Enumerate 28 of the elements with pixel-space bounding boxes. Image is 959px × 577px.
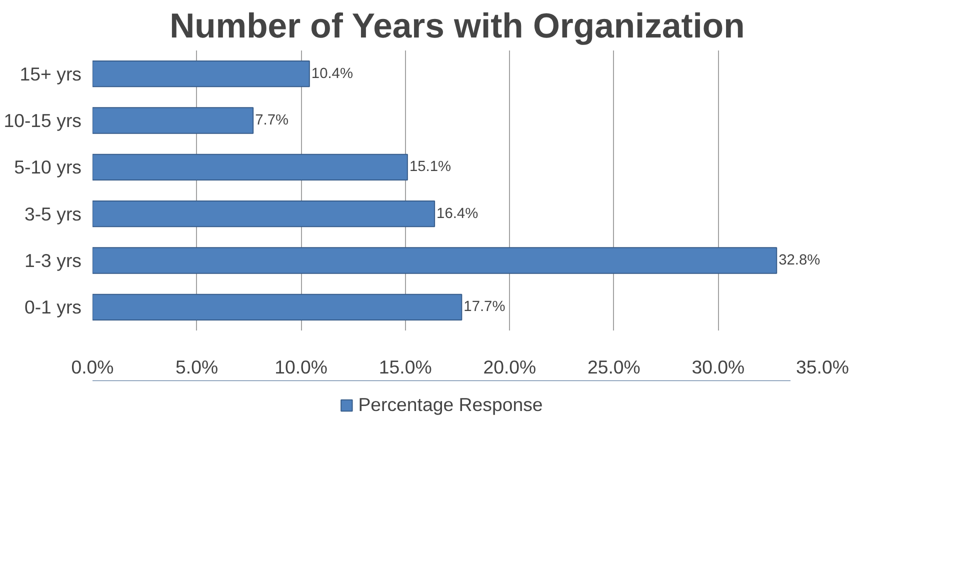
text: 32.8%	[778, 252, 820, 268]
x-tick-label: 0.0%	[71, 356, 114, 378]
y-tick-label: 3-5 yrs	[24, 203, 82, 224]
y-tick-label: 0-1 yrs	[24, 296, 82, 318]
y-tick-label: 10-15 yrs	[4, 110, 82, 131]
x-tick-label: 10.0%	[274, 356, 328, 378]
x-tick-label: 30.0%	[692, 356, 745, 378]
bar	[92, 294, 462, 320]
y-tick-label: 15+ yrs	[20, 63, 82, 84]
text: 10.4%	[311, 66, 353, 82]
y-tick-label: 5-10 yrs	[14, 156, 82, 178]
y-tick-label: 1-3 yrs	[24, 250, 82, 271]
x-tick-label: 15.0%	[378, 356, 432, 378]
bar	[92, 247, 778, 274]
x-tick-label: 20.0%	[483, 356, 536, 378]
legend-label: Percentage Response	[358, 394, 543, 416]
x-tick-label: 5.0%	[176, 356, 218, 378]
text: 16.4%	[436, 206, 478, 222]
text: 15.1%	[409, 159, 452, 176]
bar	[92, 60, 310, 88]
x-tick-label: 25.0%	[587, 356, 640, 378]
bar	[92, 200, 436, 228]
text: 7.7%	[255, 112, 289, 128]
text: 17.7%	[464, 299, 506, 316]
x-tick-label: 35.0%	[796, 356, 849, 378]
bar	[92, 154, 408, 180]
chart-title: Number of Years with Organization	[170, 8, 745, 46]
bar	[92, 107, 254, 134]
